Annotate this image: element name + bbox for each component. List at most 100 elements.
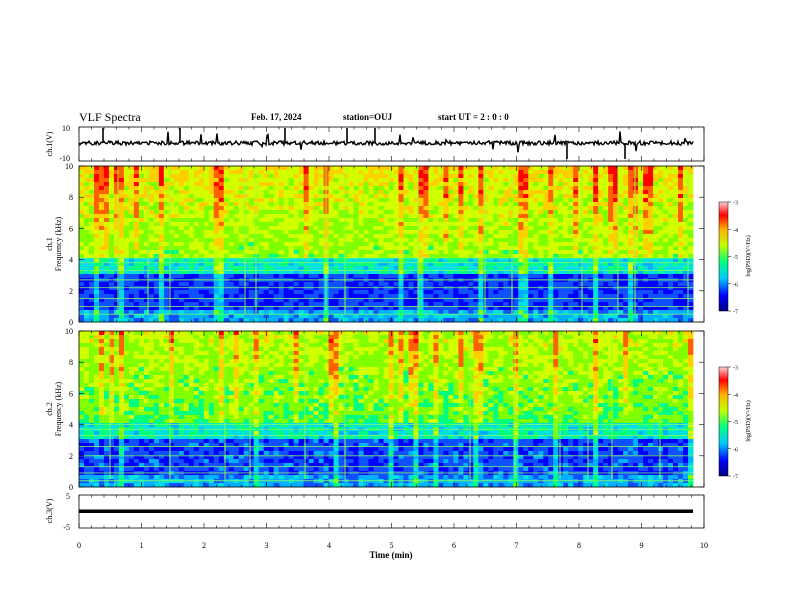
spectrogram-cell (573, 310, 578, 314)
spectrogram-cell (349, 182, 354, 186)
spectrogram-cell (463, 198, 468, 202)
spectrogram-cell (463, 258, 468, 262)
spectrogram-cell (658, 310, 663, 314)
spectrogram-cell (79, 274, 84, 278)
spectrogram-cell (124, 310, 129, 314)
spectrogram-cell (204, 166, 209, 170)
spectrogram-cell (458, 294, 463, 298)
spectrogram-cell (354, 222, 359, 226)
spectrogram-cell (483, 190, 488, 194)
spectrogram-cell (369, 226, 374, 230)
spectrogram-cell (224, 258, 229, 262)
spectrogram-cell (129, 258, 134, 262)
spectrogram-cell (199, 190, 204, 194)
spectrogram-cell (279, 214, 284, 218)
spectrogram-cell (359, 202, 364, 206)
spectrogram-cell (339, 190, 344, 194)
spectrogram-cell (334, 226, 339, 230)
spectrogram-cell (149, 286, 154, 290)
spectrogram-cell (379, 178, 384, 182)
spectrogram-cell (573, 246, 578, 250)
spectrogram-cell (149, 190, 154, 194)
spectrogram-cell (448, 218, 453, 222)
spectrogram-cell (408, 242, 413, 246)
spectrogram-cell (478, 286, 483, 290)
spectrogram-cell (493, 234, 498, 238)
spectrogram-cell (538, 186, 543, 190)
spectrogram-cell (129, 274, 134, 278)
spectrogram-cell (653, 178, 658, 182)
spectrogram-cell (563, 178, 568, 182)
spectrogram-cell (119, 274, 124, 278)
spectrogram-cell (329, 250, 334, 254)
spectrogram-cell (588, 222, 593, 226)
spectrogram-cell (204, 206, 209, 210)
spectrogram-cell (438, 230, 443, 234)
spectrogram-cell (533, 282, 538, 286)
spectrogram-cell (139, 230, 144, 234)
spectrogram-cell (443, 246, 448, 250)
spectrogram-cell (139, 282, 144, 286)
spectrogram-cell (294, 210, 299, 214)
spectrogram-cell (294, 206, 299, 210)
spectrogram-cell (398, 234, 403, 238)
spectrogram-cell (359, 222, 364, 226)
spectrogram-cell (384, 266, 389, 270)
spectrogram-cell (608, 234, 613, 238)
spectrogram-cell (523, 238, 528, 242)
spectrogram-cell (608, 246, 613, 250)
spectrogram-cell (518, 242, 523, 246)
spectrogram-cell (528, 186, 533, 190)
spectrogram-cell (448, 174, 453, 178)
spectrogram-cell (538, 250, 543, 254)
spectrogram-cell (473, 242, 478, 246)
spectrogram-cell (543, 186, 548, 190)
spectrogram-cell (483, 186, 488, 190)
spectrogram-cell (94, 222, 99, 226)
spectrogram-cell (638, 178, 643, 182)
spectrogram-cell (274, 222, 279, 226)
spectrogram-cell (513, 222, 518, 226)
spectrogram-cell (99, 198, 104, 202)
spectrogram-cell (423, 234, 428, 238)
spectrogram-cell (393, 222, 398, 226)
spectrogram-cell (224, 238, 229, 242)
spectrogram-cell (393, 310, 398, 314)
spectrogram-cell (513, 170, 518, 174)
spectrogram-cell (528, 314, 533, 318)
spectrogram-cell (369, 250, 374, 254)
spectrogram-cell (359, 190, 364, 194)
spectrogram-cell (389, 190, 394, 194)
spectrogram-cell (249, 242, 254, 246)
spectrogram-cell (598, 166, 603, 170)
spectrogram-cell (334, 194, 339, 198)
spectrogram-cell (224, 194, 229, 198)
spectrogram-cell (528, 290, 533, 294)
spectrogram-cell (513, 238, 518, 242)
spectrogram-cell (448, 250, 453, 254)
spectrogram-cell (663, 266, 668, 270)
spectrogram-cell (79, 178, 84, 182)
spectrogram-cell (379, 246, 384, 250)
spectrogram-cell (568, 242, 573, 246)
spectrogram-cell (294, 214, 299, 218)
spectrogram-cell (339, 286, 344, 290)
spectrogram-cell (309, 274, 314, 278)
spectrogram-cell (204, 314, 209, 318)
spectrogram-cell (623, 206, 628, 210)
spectrogram-cell (314, 202, 319, 206)
spectrogram-cell (513, 258, 518, 262)
spectrogram-cell (374, 186, 379, 190)
spectrogram-cell (239, 234, 244, 238)
spectrogram-cell (603, 294, 608, 298)
spectrogram-cell (668, 202, 673, 206)
spectrogram-cell (583, 302, 588, 306)
spectrogram-cell (678, 202, 683, 206)
spectrogram-cell (284, 258, 289, 262)
spectrogram-cell (493, 178, 498, 182)
spectrogram-cell (398, 190, 403, 194)
spectrogram-cell (623, 266, 628, 270)
spectrogram-cell (563, 210, 568, 214)
spectrogram-cell (204, 198, 209, 202)
spectrogram-cell (279, 314, 284, 318)
